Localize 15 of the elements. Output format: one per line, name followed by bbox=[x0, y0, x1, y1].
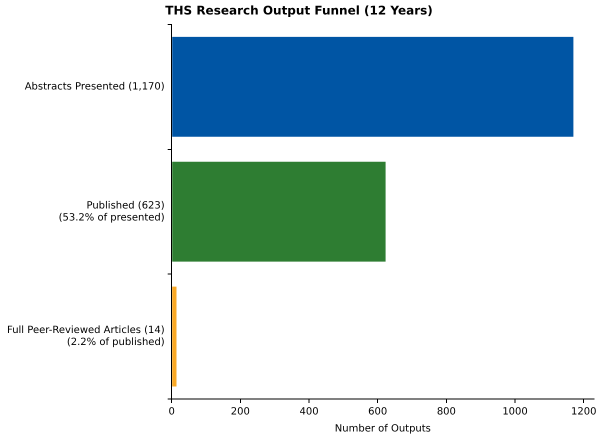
x-tick-label: 0 bbox=[168, 406, 175, 418]
x-tick-label: 200 bbox=[230, 406, 250, 418]
chart-title: THS Research Output Funnel (12 Years) bbox=[165, 3, 433, 18]
x-axis-title: Number of Outputs bbox=[334, 424, 431, 435]
bar bbox=[172, 286, 176, 387]
x-tick-label: 1200 bbox=[570, 406, 596, 418]
bar bbox=[172, 162, 386, 262]
x-tick-label: 1000 bbox=[502, 406, 528, 418]
y-tick-label: Full Peer-Reviewed Articles (14) (2.2% of published) bbox=[6, 325, 165, 348]
bar bbox=[172, 36, 574, 137]
y-tick-label: Abstracts Presented (1,170) bbox=[24, 81, 165, 92]
y-tick-label: Published (623) (53.2% of presented) bbox=[58, 200, 165, 224]
x-tick-label: 600 bbox=[368, 406, 388, 418]
x-tick-label: 400 bbox=[299, 406, 319, 418]
x-tick-label: 800 bbox=[436, 406, 456, 418]
